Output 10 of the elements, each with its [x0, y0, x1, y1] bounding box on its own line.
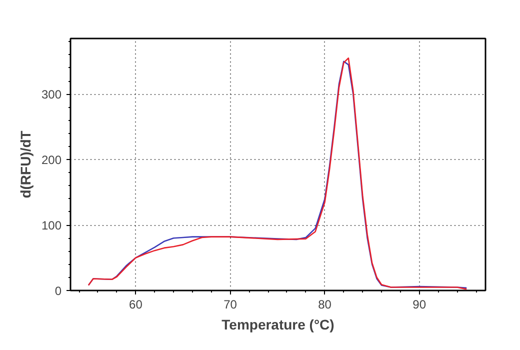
x-axis-title: Temperature (°C) [222, 316, 334, 332]
y-tick-label: 300 [41, 88, 62, 102]
y-tick-label: 200 [41, 153, 62, 168]
x-tick-label: 90 [412, 298, 426, 312]
x-tick-label: 80 [318, 298, 332, 312]
x-tick-label: 70 [224, 298, 238, 312]
y-axis-title: d(RFU)/dT [17, 130, 34, 198]
x-tick-label: 60 [129, 298, 143, 312]
y-tick-label: 0 [54, 284, 62, 298]
y-tick-label: 100 [41, 218, 62, 233]
